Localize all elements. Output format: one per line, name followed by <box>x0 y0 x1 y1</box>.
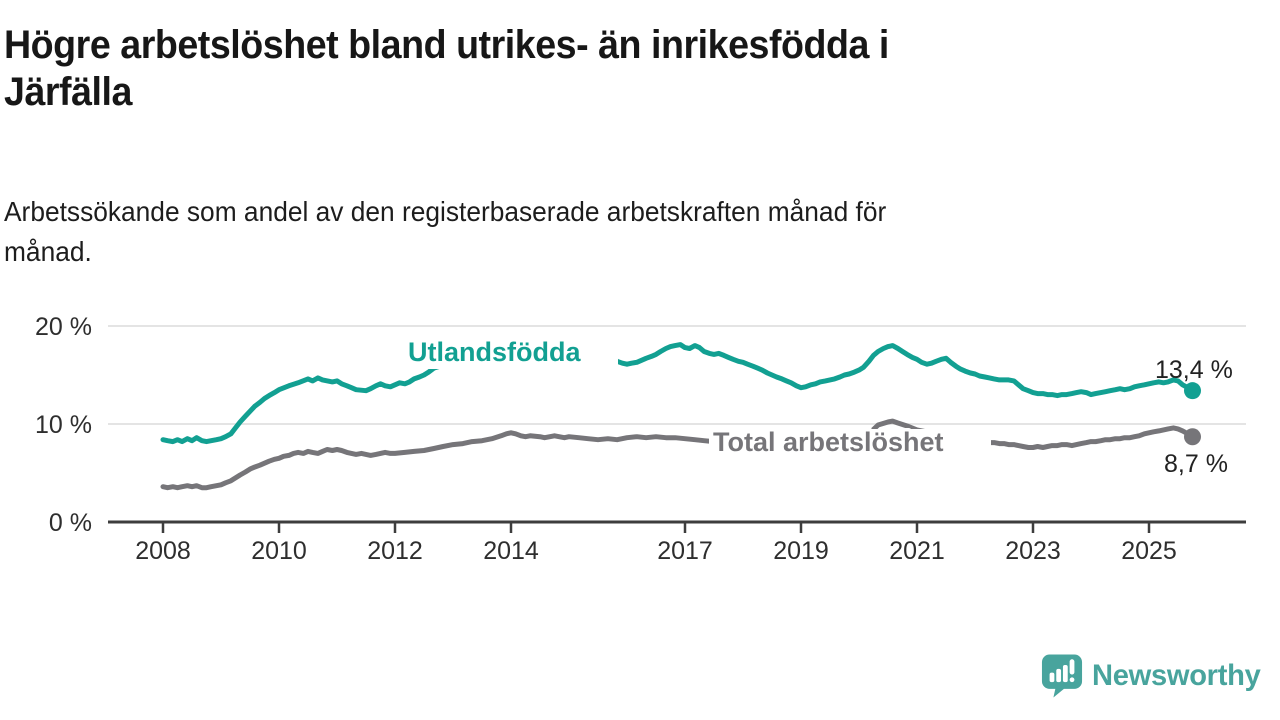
series-line-utlandsfodda <box>160 342 1195 445</box>
speech-bubble-shape <box>1042 654 1083 698</box>
x-tick-label: 2017 <box>657 537 713 565</box>
x-tick-label: 2012 <box>367 537 423 565</box>
series-label-mask <box>709 429 991 463</box>
x-tick-label: 2021 <box>889 537 945 565</box>
x-tick-label: 2019 <box>773 537 829 565</box>
bar-2 <box>1056 668 1062 683</box>
y-tick-label: 20 % <box>35 313 92 341</box>
x-tick-label: 2010 <box>251 537 307 565</box>
x-tick-label: 2025 <box>1121 537 1177 565</box>
bar-3 <box>1063 665 1069 683</box>
x-tick-label: 2023 <box>1005 537 1061 565</box>
newsworthy-logo-icon <box>1042 654 1083 698</box>
newsworthy-logo-text: Newsworthy <box>1092 658 1261 692</box>
y-tick-label: 10 % <box>35 411 92 439</box>
end-value-label: 8,7 % <box>1164 450 1228 478</box>
x-tick-label: 2014 <box>483 537 539 565</box>
chart-subtitle: Arbetssökande som andel av den registerb… <box>4 192 886 272</box>
series-label-mask <box>404 338 618 369</box>
series-line-total <box>160 418 1195 491</box>
newsworthy-logo: Newsworthy <box>1041 653 1266 698</box>
page-title-line-1: Högre arbetslöshet bland utrikes- än inr… <box>4 23 889 67</box>
series-label-utlandsfodda: Utlandsfödda <box>408 337 581 367</box>
page-title-line-2: Järfälla <box>4 70 132 115</box>
end-value-label: 13,4 % <box>1155 356 1233 384</box>
exclamation-dot <box>1069 677 1075 683</box>
unemployment-line-chart: Utlandsfödda Total arbetslöshet 2008 2010 20… <box>35 313 1246 565</box>
end-point-dot-total <box>1184 428 1201 446</box>
x-tick-label: 2008 <box>135 537 191 565</box>
y-tick-label: 0 % <box>49 509 92 537</box>
page-title: Högre arbetslöshet bland utrikes- än inr… <box>4 22 889 116</box>
bar-1 <box>1049 672 1055 683</box>
chart-subtitle-line-1: Arbetssökande som andel av den registerb… <box>4 196 887 227</box>
end-point-dot-utlandsfodda <box>1184 382 1201 400</box>
chart-subtitle-line-2: månad. <box>4 236 92 268</box>
series-label-total: Total arbetslöshet <box>713 427 944 457</box>
exclamation-stem <box>1069 659 1075 675</box>
